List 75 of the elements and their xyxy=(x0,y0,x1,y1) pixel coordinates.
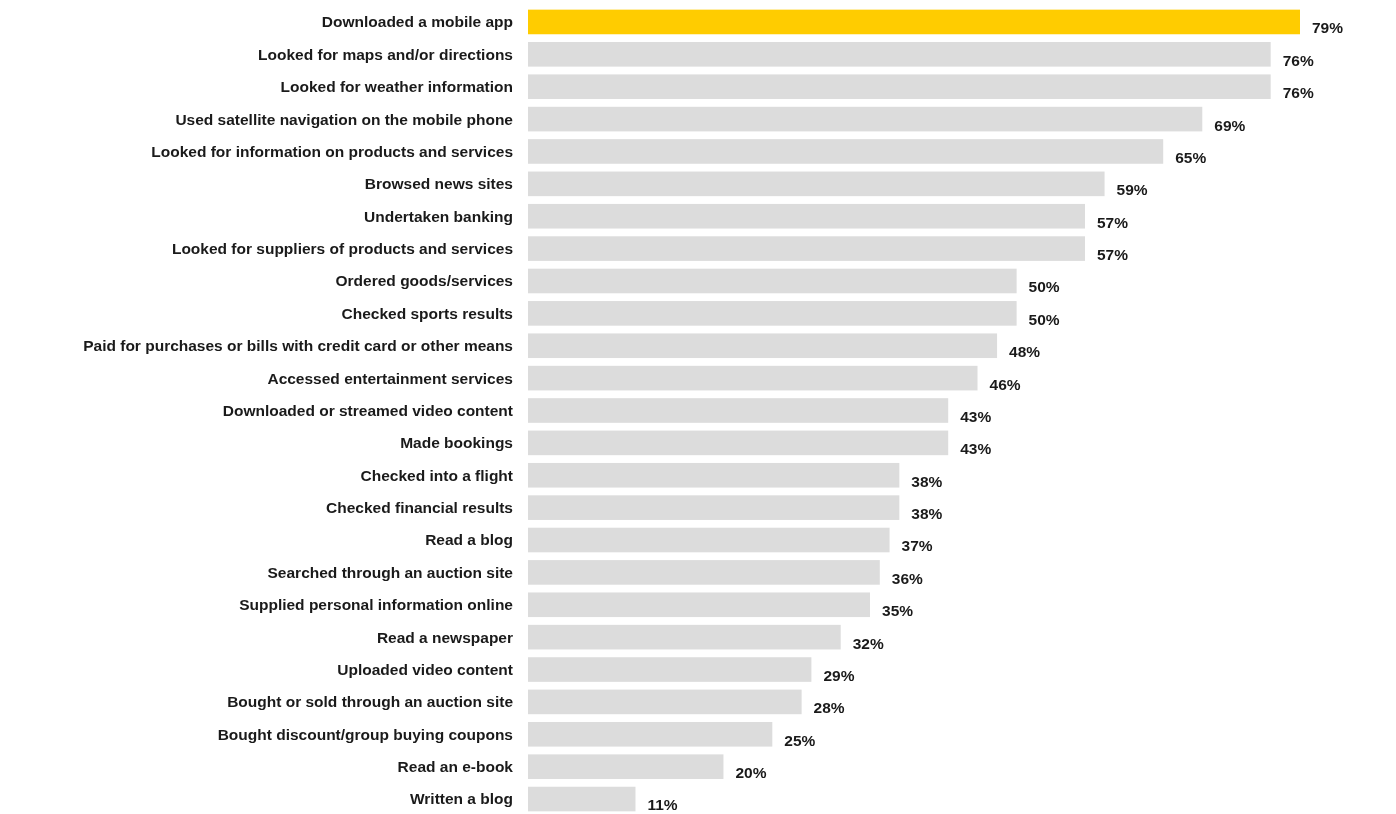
bar xyxy=(528,592,871,618)
bar xyxy=(528,42,1271,67)
y-tick-label: Undertaken banking xyxy=(364,207,513,225)
y-tick-label: Supplied personal information online xyxy=(239,596,514,614)
y-tick-label: Made bookings xyxy=(400,434,513,452)
data-label: 69% xyxy=(1214,116,1246,134)
bar xyxy=(528,527,890,553)
y-tick-label: Checked sports results xyxy=(341,304,513,322)
data-label: 59% xyxy=(1116,181,1148,199)
bar xyxy=(528,236,1086,261)
data-label: 57% xyxy=(1097,213,1129,231)
data-label: 43% xyxy=(960,407,992,425)
bar xyxy=(528,301,1017,326)
y-tick-label: Read a newspaper xyxy=(376,628,513,646)
data-label: 36% xyxy=(891,569,924,587)
data-label: 57% xyxy=(1097,246,1129,264)
y-tick-label: Used satellite navigation on the mobile phone xyxy=(175,110,514,128)
bar xyxy=(528,721,773,747)
bar xyxy=(528,754,724,779)
bar xyxy=(528,430,949,456)
bar xyxy=(528,9,1300,35)
y-tick-label: Looked for weather information xyxy=(280,78,513,96)
bar xyxy=(528,495,900,520)
data-label: 37% xyxy=(901,537,933,555)
y-tick-label: Downloaded a mobile app xyxy=(321,13,513,31)
y-tick-label: Checked financial results xyxy=(326,499,513,517)
data-label: 35% xyxy=(882,602,914,620)
data-label: 79% xyxy=(1312,19,1344,37)
bar xyxy=(528,106,1203,132)
bar xyxy=(528,268,1017,294)
y-tick-label: Paid for purchases or bills with credit card or other means xyxy=(83,337,513,355)
y-tick-label: Read a blog xyxy=(425,531,513,549)
bar xyxy=(528,365,978,391)
bar xyxy=(528,462,900,488)
y-tick-label: Read an e-book xyxy=(397,758,514,776)
data-label: 76% xyxy=(1282,84,1314,102)
data-label: 29% xyxy=(823,666,855,684)
data-label: 50% xyxy=(1028,278,1060,296)
data-label: 20% xyxy=(735,764,767,782)
data-label: 46% xyxy=(989,375,1021,393)
bar xyxy=(528,624,841,650)
y-tick-label: Accessed entertainment services xyxy=(267,369,513,387)
y-tick-label: Written a blog xyxy=(409,790,513,808)
y-tick-label: Browsed news sites xyxy=(364,175,513,193)
bar xyxy=(528,560,880,585)
bar xyxy=(528,333,998,359)
data-label: 38% xyxy=(911,472,943,490)
y-tick-label: Looked for information on products and services xyxy=(151,142,513,160)
bar xyxy=(528,171,1105,197)
y-tick-label: Looked for suppliers of products and services xyxy=(171,240,513,258)
data-label: 28% xyxy=(813,699,845,717)
y-tick-label: Searched through an auction site xyxy=(267,563,514,581)
bar xyxy=(528,398,949,423)
y-tick-label: Uploaded video content xyxy=(337,660,513,678)
data-label: 25% xyxy=(784,731,816,749)
bar xyxy=(528,139,1164,164)
bar xyxy=(528,74,1271,100)
bar xyxy=(528,689,802,715)
y-tick-label: Checked into a flight xyxy=(360,466,513,484)
data-label: 48% xyxy=(1009,343,1041,361)
data-label: 32% xyxy=(852,634,884,652)
y-tick-label: Ordered goods/services xyxy=(335,272,513,290)
data-label: 65% xyxy=(1175,148,1207,166)
y-tick-label: Bought or sold through an auction site xyxy=(227,693,514,711)
y-tick-label: Bought discount/group buying coupons xyxy=(217,725,513,743)
bar xyxy=(528,203,1086,229)
y-tick-label: Downloaded or streamed video content xyxy=(222,401,513,419)
bar xyxy=(528,657,812,682)
data-label: 11% xyxy=(647,796,678,814)
y-tick-label: Looked for maps and/or directions xyxy=(258,45,513,63)
data-label: 50% xyxy=(1028,310,1060,328)
bar xyxy=(528,786,636,812)
data-label: 38% xyxy=(911,505,943,523)
data-label: 43% xyxy=(960,440,992,458)
data-label: 76% xyxy=(1282,51,1314,69)
